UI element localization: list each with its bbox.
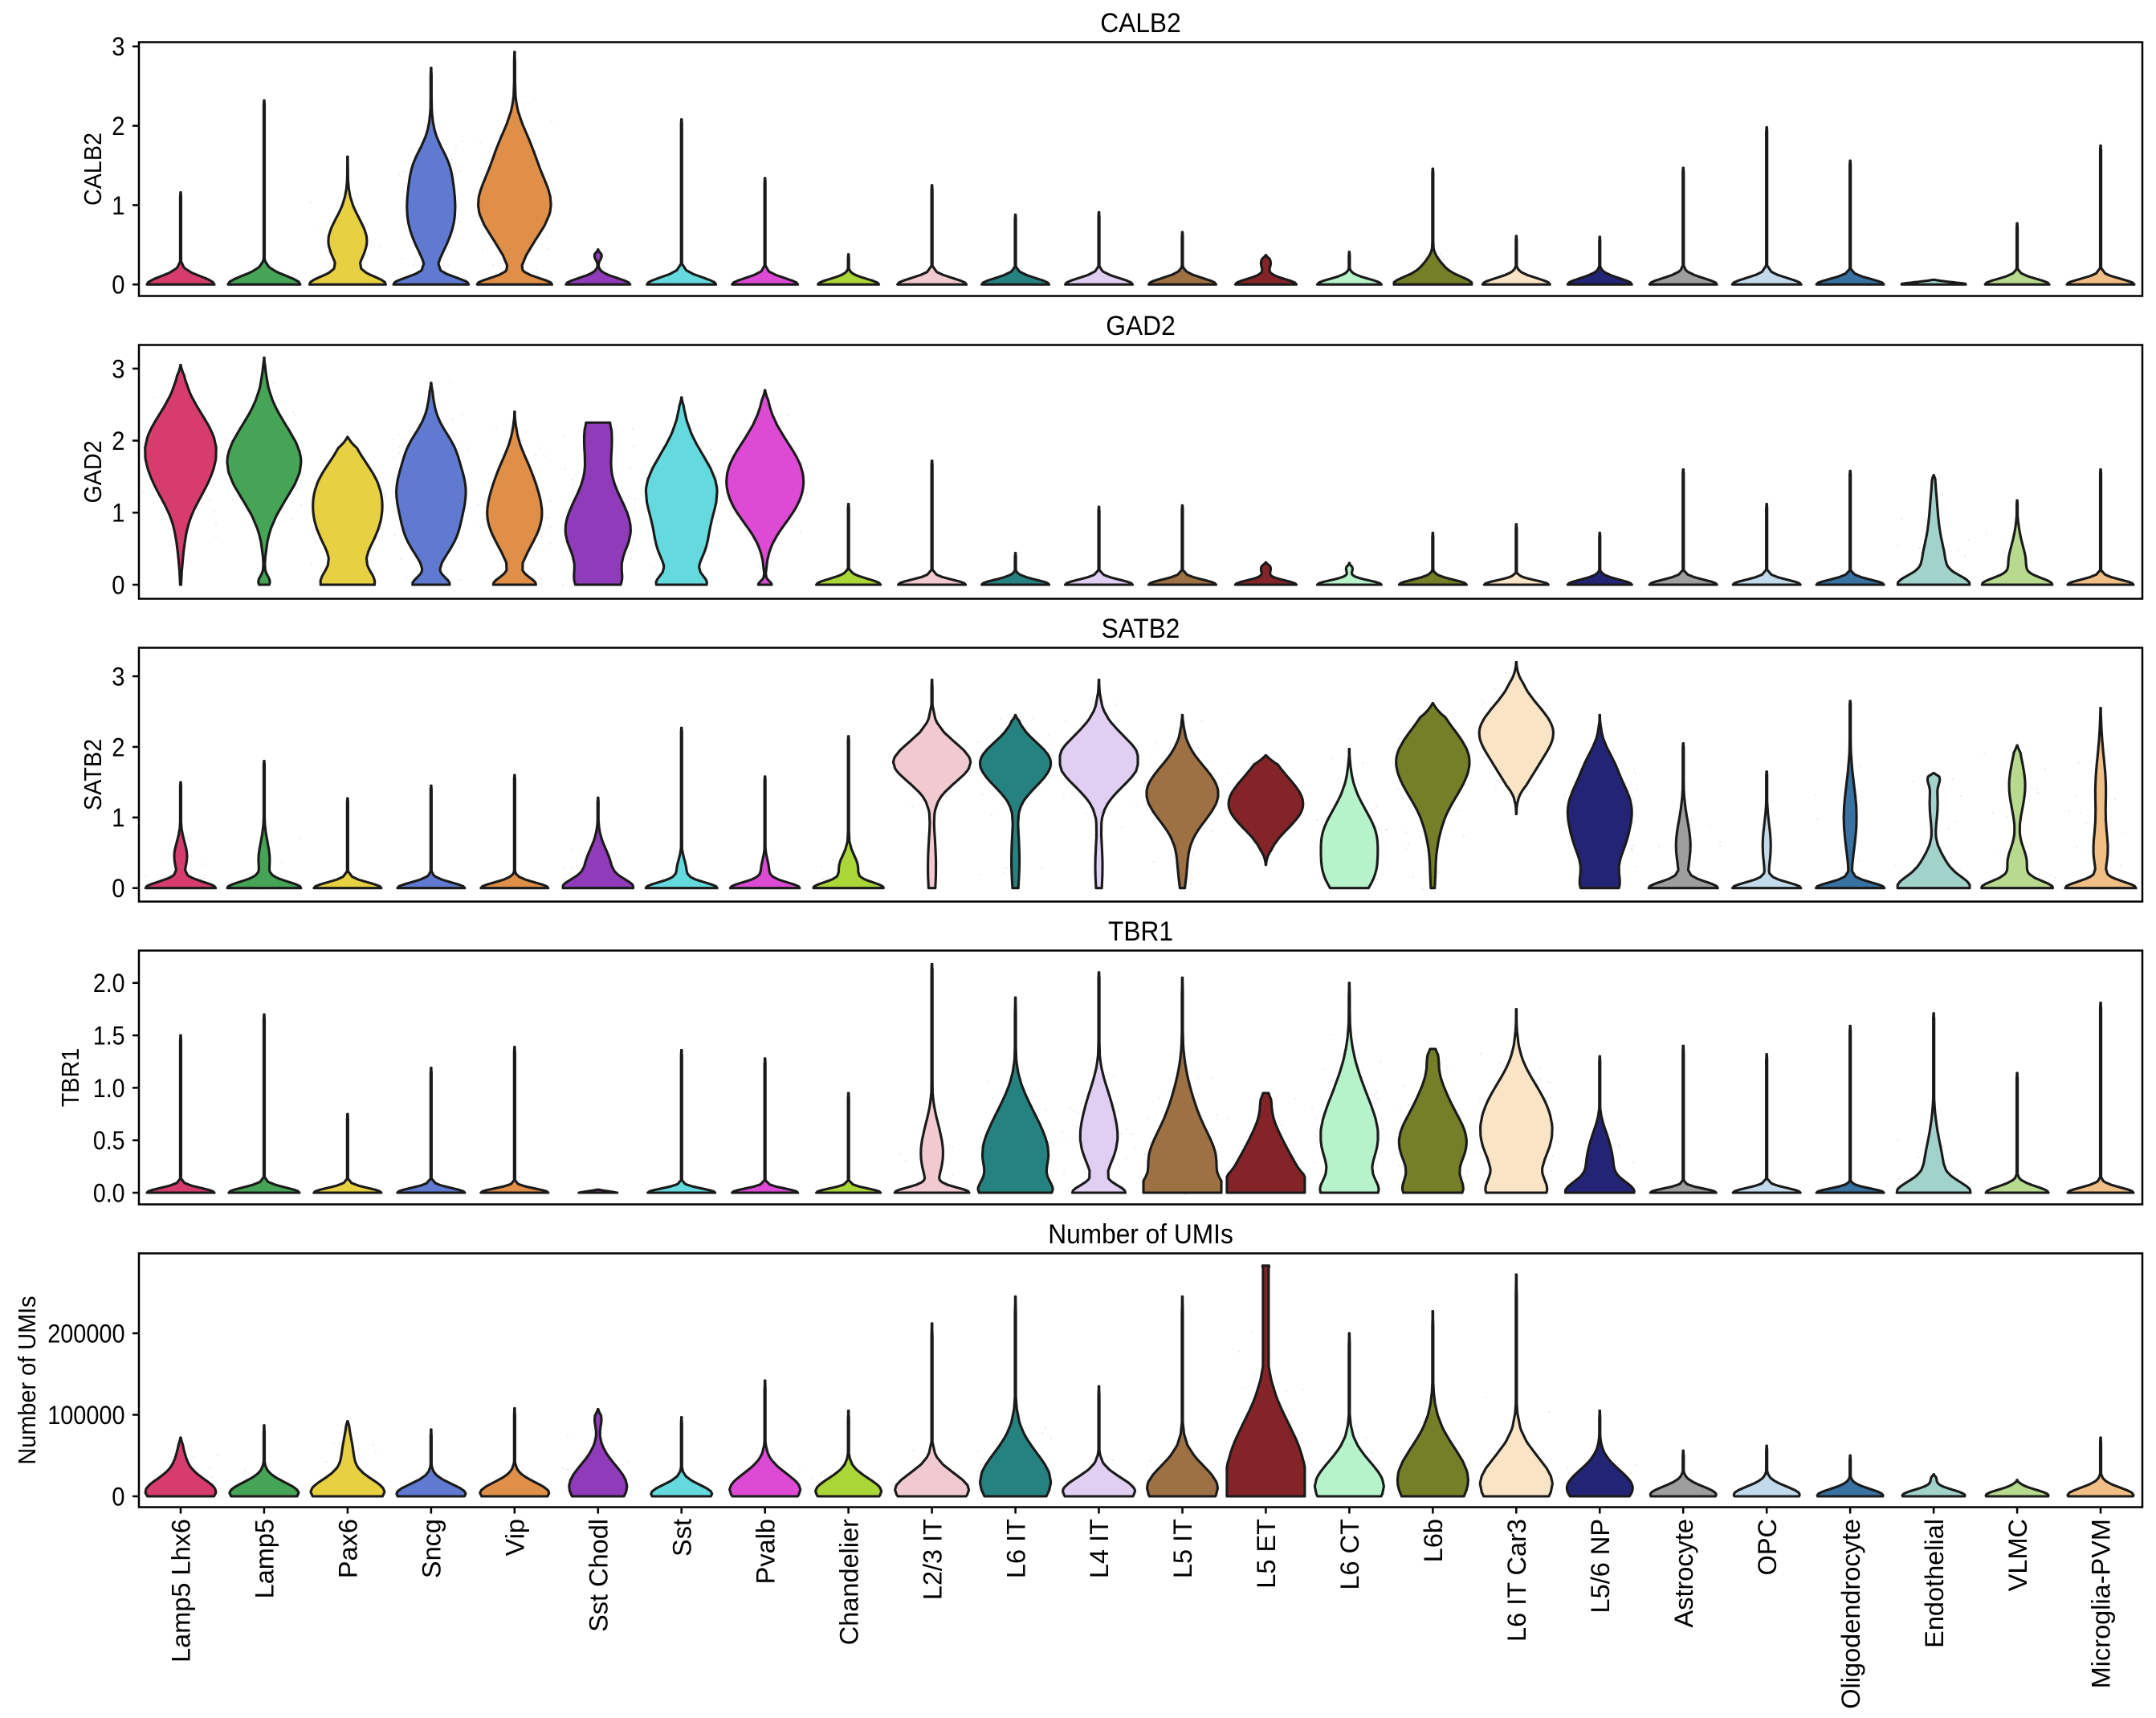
svg-text:1: 1 xyxy=(112,499,124,528)
svg-text:0: 0 xyxy=(112,570,124,599)
svg-text:L5/6 NP: L5/6 NP xyxy=(1586,1519,1615,1613)
svg-text:L6b: L6b xyxy=(1419,1519,1448,1562)
svg-text:Number of UMIs: Number of UMIs xyxy=(13,1296,41,1464)
svg-text:0.0: 0.0 xyxy=(93,1178,125,1207)
svg-text:3: 3 xyxy=(112,354,124,383)
svg-text:Endothelial: Endothelial xyxy=(1920,1519,1949,1648)
svg-text:1.5: 1.5 xyxy=(93,1021,125,1050)
svg-text:Vip: Vip xyxy=(501,1519,530,1556)
svg-text:Sst Chodl: Sst Chodl xyxy=(585,1519,613,1632)
svg-text:Pax6: Pax6 xyxy=(334,1519,363,1578)
svg-text:Chandelier: Chandelier xyxy=(834,1519,863,1645)
svg-text:Oligodendrocyte: Oligodendrocyte xyxy=(1836,1519,1865,1709)
svg-text:GAD2: GAD2 xyxy=(79,440,107,503)
svg-text:2: 2 xyxy=(112,112,124,141)
svg-text:CALB2: CALB2 xyxy=(79,133,107,206)
svg-text:L2/3 IT: L2/3 IT xyxy=(918,1519,947,1600)
svg-text:3: 3 xyxy=(112,32,124,61)
svg-text:TBR1: TBR1 xyxy=(56,1048,84,1108)
svg-text:2: 2 xyxy=(112,426,124,455)
svg-text:0: 0 xyxy=(112,271,124,300)
svg-text:Lamp5 Lhx6: Lamp5 Lhx6 xyxy=(167,1519,196,1663)
svg-text:1: 1 xyxy=(112,191,124,220)
svg-text:OPC: OPC xyxy=(1753,1519,1782,1575)
svg-text:L5 ET: L5 ET xyxy=(1252,1519,1281,1589)
svg-text:2: 2 xyxy=(112,732,124,761)
svg-text:Lamp5: Lamp5 xyxy=(251,1519,279,1598)
svg-text:0: 0 xyxy=(112,1482,124,1511)
svg-text:SATB2: SATB2 xyxy=(79,739,107,810)
svg-text:VLMC: VLMC xyxy=(2003,1519,2032,1591)
svg-text:TBR1: TBR1 xyxy=(1108,916,1173,947)
svg-text:Number of UMIs: Number of UMIs xyxy=(1048,1219,1233,1250)
svg-text:Pvalb: Pvalb xyxy=(751,1519,780,1584)
svg-text:Sncg: Sncg xyxy=(418,1519,446,1578)
svg-text:CALB2: CALB2 xyxy=(1100,8,1180,39)
svg-text:3: 3 xyxy=(112,662,124,691)
svg-text:L4 IT: L4 IT xyxy=(1085,1519,1114,1578)
svg-text:2.0: 2.0 xyxy=(93,969,125,998)
svg-text:L5 IT: L5 IT xyxy=(1168,1519,1197,1578)
svg-text:0: 0 xyxy=(112,874,124,903)
svg-text:200000: 200000 xyxy=(47,1319,124,1348)
svg-text:0.5: 0.5 xyxy=(93,1126,125,1155)
svg-text:1.0: 1.0 xyxy=(93,1074,125,1103)
svg-text:L6 CT: L6 CT xyxy=(1335,1519,1364,1590)
svg-text:Sst: Sst xyxy=(667,1519,696,1557)
svg-text:1: 1 xyxy=(112,803,124,832)
svg-text:Microglia-PVM: Microglia-PVM xyxy=(2087,1519,2116,1688)
svg-text:100000: 100000 xyxy=(47,1401,124,1430)
svg-text:SATB2: SATB2 xyxy=(1102,614,1180,644)
svg-text:Astrocyte: Astrocyte xyxy=(1669,1519,1698,1627)
svg-text:L6 IT Car3: L6 IT Car3 xyxy=(1502,1519,1531,1642)
svg-text:GAD2: GAD2 xyxy=(1106,311,1176,341)
svg-text:L6 IT: L6 IT xyxy=(1001,1519,1030,1578)
